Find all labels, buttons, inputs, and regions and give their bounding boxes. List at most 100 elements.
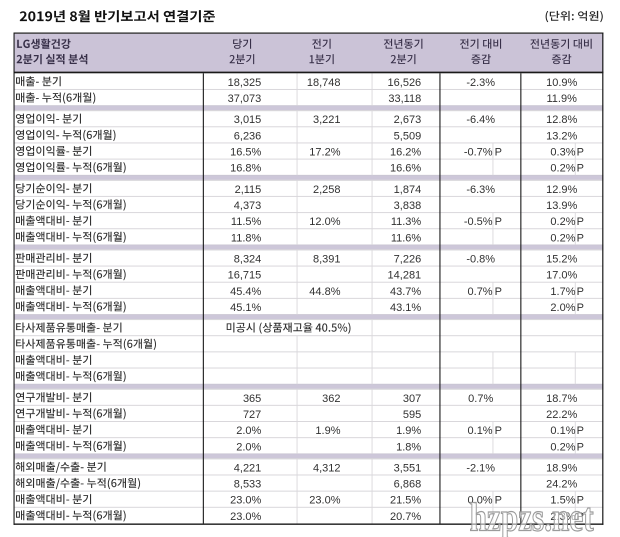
- svg-text:0.7%: 0.7%: [468, 286, 493, 298]
- svg-text:3,221: 3,221: [313, 114, 341, 126]
- svg-text:11.9%: 11.9%: [547, 93, 578, 105]
- svg-text:18.9%: 18.9%: [546, 462, 577, 474]
- svg-text:11.3%: 11.3%: [391, 216, 422, 228]
- svg-text:2,115: 2,115: [235, 184, 262, 196]
- svg-text:-0.8%: -0.8%: [466, 254, 495, 266]
- svg-text:2,258: 2,258: [313, 184, 341, 196]
- svg-text:P: P: [495, 495, 502, 507]
- svg-text:0.0%: 0.0%: [468, 495, 493, 507]
- svg-text:16.6%: 16.6%: [390, 163, 421, 175]
- svg-text:1.8%: 1.8%: [396, 441, 421, 453]
- svg-text:365: 365: [243, 393, 261, 405]
- svg-text:-2.3%: -2.3%: [466, 77, 495, 89]
- svg-text:-6.4%: -6.4%: [466, 114, 495, 126]
- svg-text:11.5%: 11.5%: [231, 216, 262, 228]
- svg-text:1.9%: 1.9%: [315, 425, 340, 437]
- svg-text:4,312: 4,312: [313, 462, 341, 474]
- svg-text:2.3%: 2.3%: [550, 511, 575, 523]
- svg-text:307: 307: [403, 393, 421, 405]
- svg-text:1.5%: 1.5%: [550, 495, 575, 507]
- svg-text:12.8%: 12.8%: [546, 114, 577, 126]
- svg-text:23.0%: 23.0%: [230, 495, 261, 507]
- svg-text:0.7%: 0.7%: [468, 393, 493, 405]
- svg-text:0.1%: 0.1%: [550, 425, 575, 437]
- svg-text:1.7%: 1.7%: [550, 286, 575, 298]
- svg-text:0.2%: 0.2%: [550, 216, 575, 228]
- svg-text:P: P: [577, 425, 584, 437]
- svg-text:P: P: [577, 216, 584, 228]
- svg-text:P: P: [495, 147, 502, 159]
- svg-text:43.7%: 43.7%: [390, 286, 421, 298]
- svg-text:P: P: [577, 495, 584, 507]
- svg-text:P: P: [495, 425, 502, 437]
- svg-text:P: P: [577, 163, 584, 175]
- svg-text:15.2%: 15.2%: [546, 254, 577, 266]
- svg-text:45.1%: 45.1%: [230, 302, 261, 314]
- svg-text:6,868: 6,868: [394, 479, 422, 491]
- svg-text:6,236: 6,236: [234, 130, 262, 142]
- svg-text:13.2%: 13.2%: [546, 130, 577, 142]
- svg-text:17.0%: 17.0%: [546, 270, 577, 282]
- svg-text:595: 595: [403, 409, 421, 421]
- svg-text:-2.1%: -2.1%: [466, 462, 495, 474]
- svg-text:3,838: 3,838: [394, 200, 422, 212]
- svg-text:2.0%: 2.0%: [236, 441, 261, 453]
- svg-text:21.5%: 21.5%: [390, 495, 421, 507]
- svg-text:0.1%: 0.1%: [468, 425, 493, 437]
- svg-text:0.2%: 0.2%: [550, 163, 575, 175]
- svg-text:33,118: 33,118: [388, 93, 421, 105]
- svg-text:16,526: 16,526: [388, 77, 422, 89]
- svg-text:8,324: 8,324: [234, 254, 262, 266]
- svg-text:4,373: 4,373: [234, 200, 262, 212]
- svg-text:3,015: 3,015: [234, 114, 262, 126]
- svg-text:24.2%: 24.2%: [546, 479, 577, 491]
- svg-text:22.2%: 22.2%: [546, 409, 577, 421]
- svg-text:37,073: 37,073: [228, 93, 262, 105]
- svg-text:2.0%: 2.0%: [550, 302, 575, 314]
- svg-text:P: P: [577, 232, 584, 244]
- svg-text:2.0%: 2.0%: [236, 425, 261, 437]
- svg-text:20.7%: 20.7%: [390, 511, 421, 523]
- svg-text:hzpzs.net: hzpzs.net: [470, 495, 594, 537]
- svg-text:362: 362: [322, 393, 340, 405]
- svg-text:14,281: 14,281: [388, 270, 422, 282]
- svg-text:11.8%: 11.8%: [231, 232, 262, 244]
- svg-text:8,533: 8,533: [234, 479, 262, 491]
- svg-text:3,551: 3,551: [394, 462, 422, 474]
- svg-text:0.2%: 0.2%: [550, 441, 575, 453]
- svg-text:43.1%: 43.1%: [390, 302, 421, 314]
- svg-text:12.0%: 12.0%: [309, 216, 340, 228]
- svg-text:16.5%: 16.5%: [230, 147, 261, 159]
- svg-text:-0.5%: -0.5%: [464, 216, 493, 228]
- svg-text:16.8%: 16.8%: [230, 163, 261, 175]
- svg-text:11.6%: 11.6%: [391, 232, 422, 244]
- svg-text:P: P: [577, 441, 584, 453]
- svg-text:0.2%: 0.2%: [550, 232, 575, 244]
- svg-text:18,748: 18,748: [307, 77, 341, 89]
- svg-text:45.4%: 45.4%: [230, 286, 261, 298]
- svg-text:P: P: [577, 286, 584, 298]
- svg-text:5,509: 5,509: [394, 130, 422, 142]
- svg-text:P: P: [577, 302, 584, 314]
- svg-text:23.0%: 23.0%: [230, 511, 261, 523]
- svg-text:4,221: 4,221: [234, 462, 262, 474]
- svg-text:16.2%: 16.2%: [390, 147, 421, 159]
- svg-text:8,391: 8,391: [313, 254, 341, 266]
- svg-text:-0.7%: -0.7%: [464, 147, 493, 159]
- svg-text:-6.3%: -6.3%: [466, 184, 495, 196]
- svg-text:7,226: 7,226: [394, 254, 422, 266]
- svg-text:P: P: [495, 216, 502, 228]
- svg-text:0.3%: 0.3%: [550, 147, 575, 159]
- svg-text:2,673: 2,673: [394, 114, 422, 126]
- svg-text:17.2%: 17.2%: [309, 147, 340, 159]
- svg-text:23.0%: 23.0%: [309, 495, 340, 507]
- svg-text:P: P: [577, 147, 584, 159]
- svg-text:18.7%: 18.7%: [546, 393, 577, 405]
- svg-text:16,715: 16,715: [228, 270, 262, 282]
- svg-text:12.9%: 12.9%: [546, 184, 577, 196]
- svg-text:44.8%: 44.8%: [309, 286, 340, 298]
- svg-text:727: 727: [243, 409, 261, 421]
- svg-text:13.9%: 13.9%: [546, 200, 577, 212]
- svg-text:P: P: [495, 286, 502, 298]
- svg-text:18,325: 18,325: [228, 77, 262, 89]
